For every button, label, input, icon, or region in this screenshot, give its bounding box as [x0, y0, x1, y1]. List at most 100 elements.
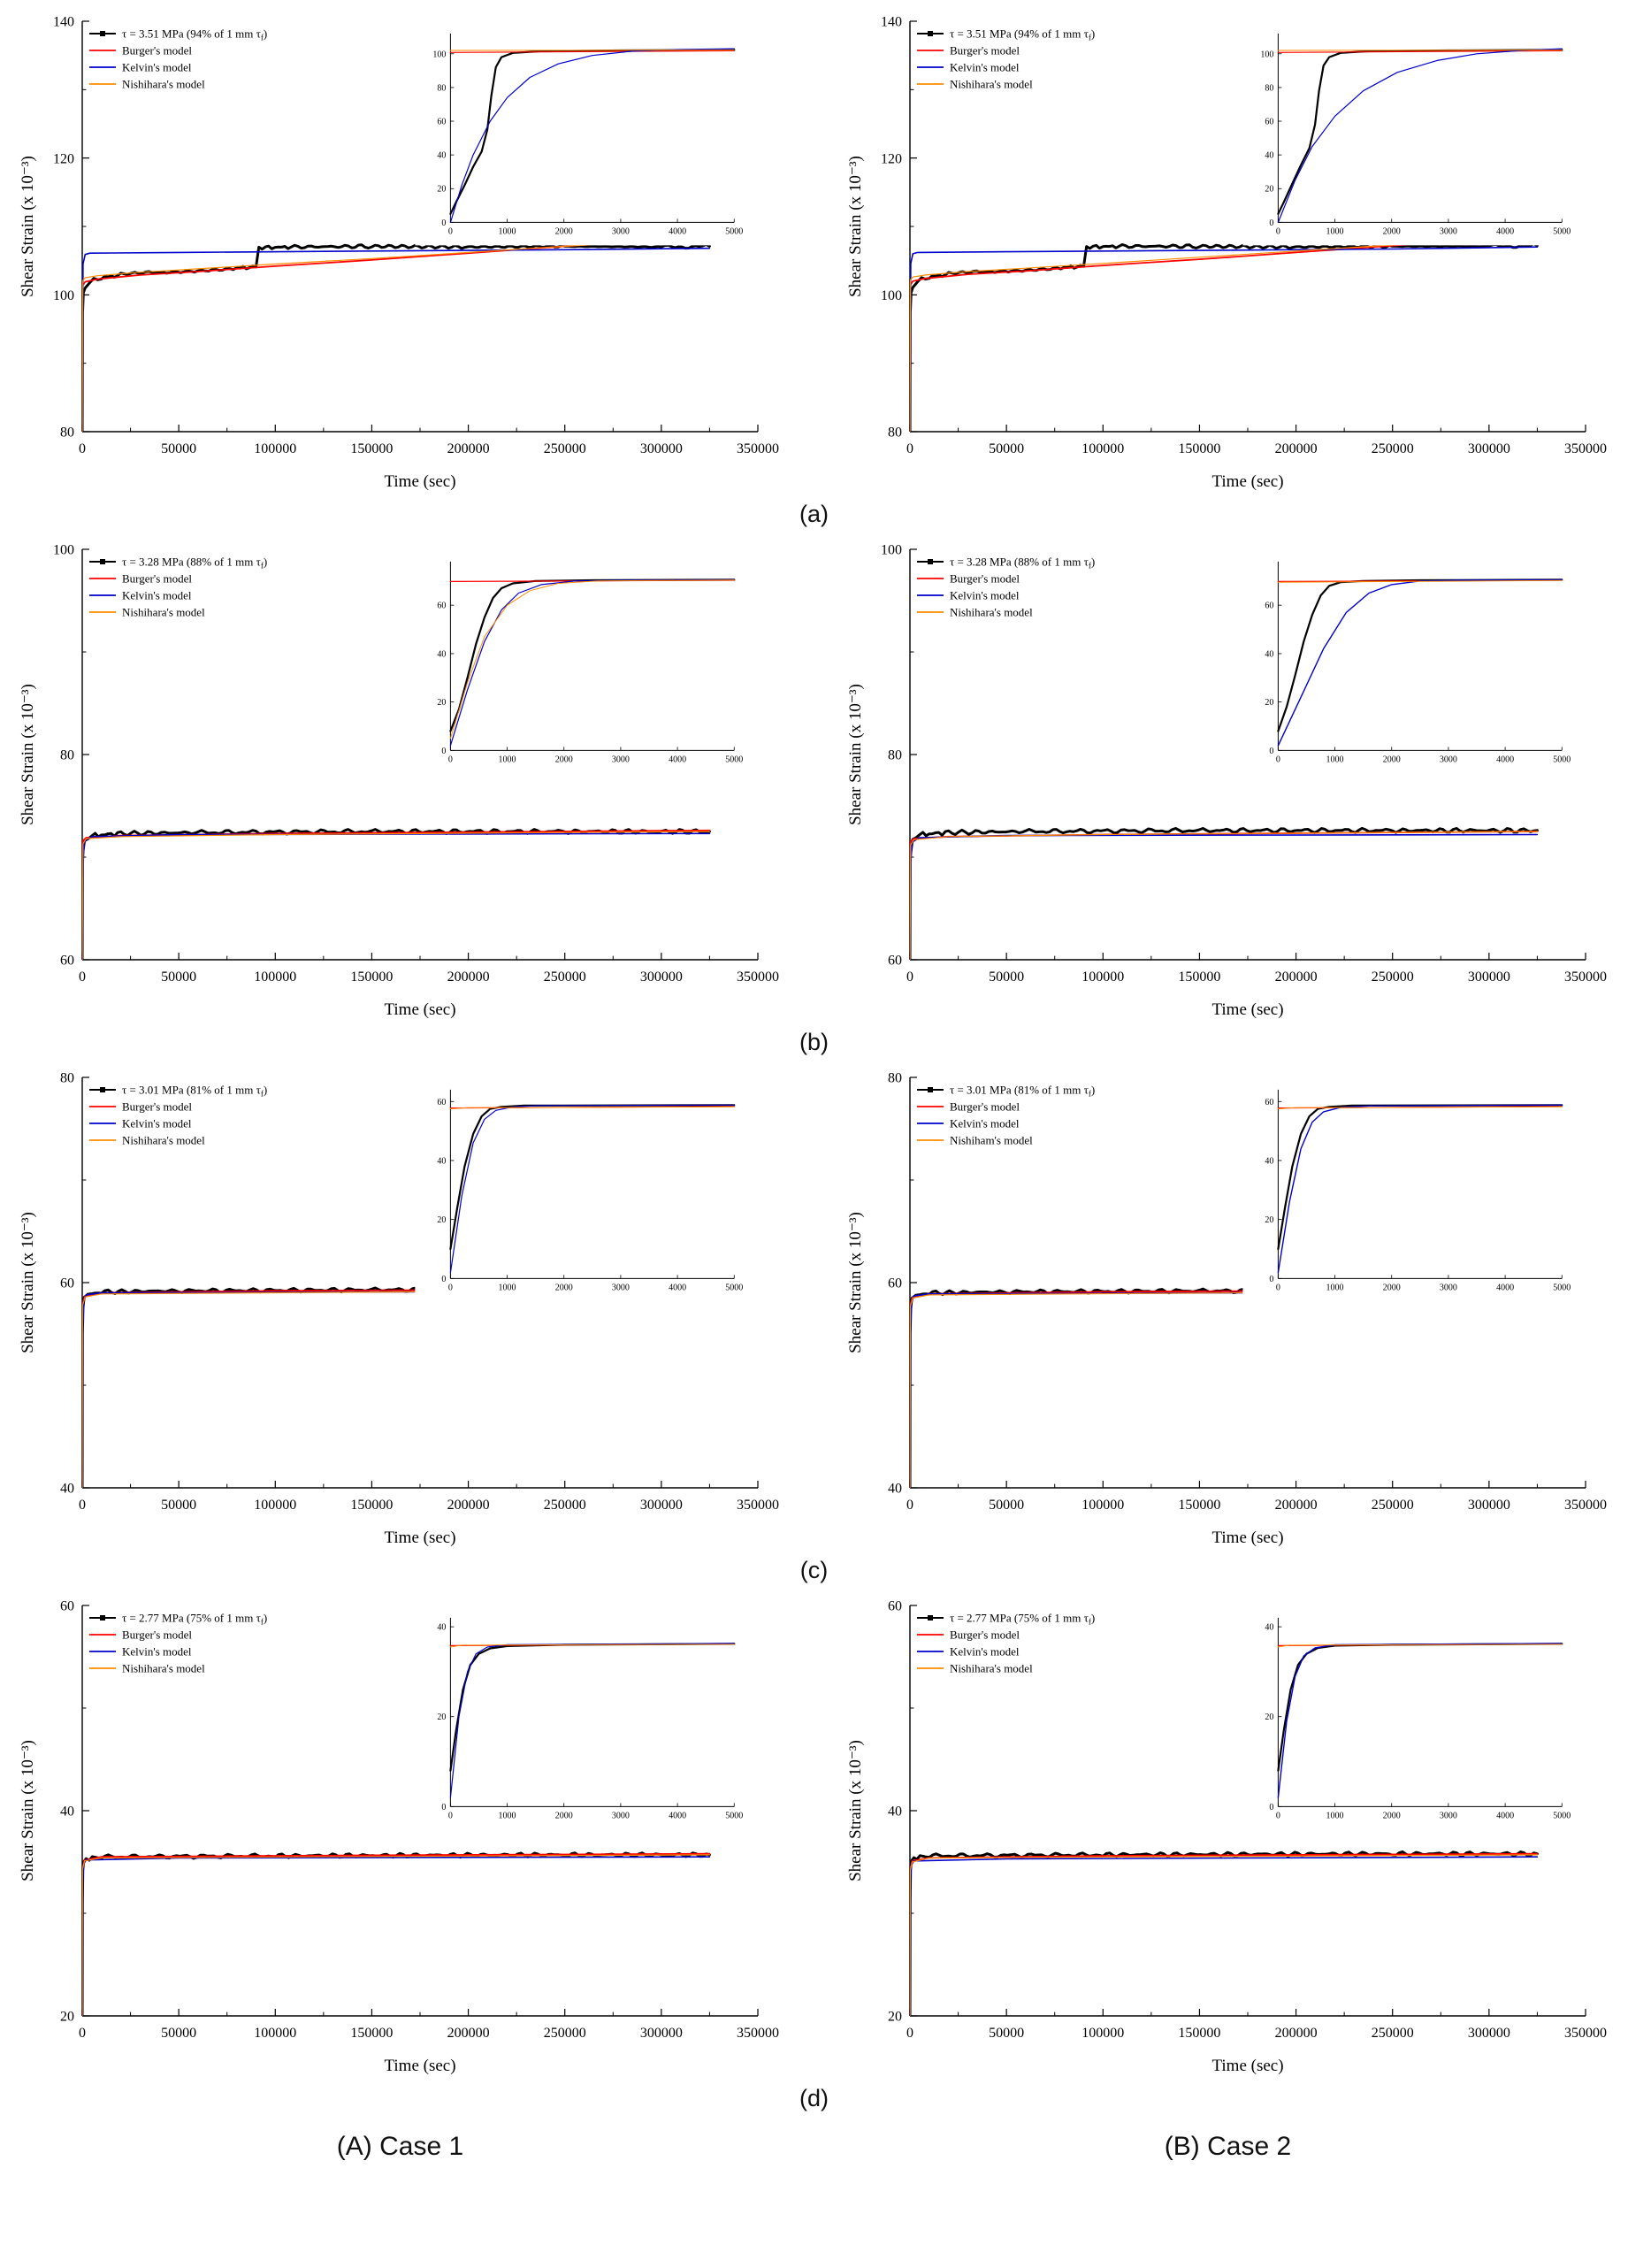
text-label: Kelvin's model [122, 61, 192, 74]
text-label: 1000 [1326, 1811, 1343, 1820]
legend: τ = 3.51 MPa (94% of 1 mm τf) Burger's mo… [88, 27, 267, 91]
series-line [909, 1291, 1538, 1488]
text-label: 5000 [725, 1811, 743, 1820]
series-line [909, 246, 1538, 432]
inset-chart: 0 1000 2000 3000 4000 5000 0 20 40 60 [414, 552, 746, 774]
legend: τ = 2.77 MPa (75% of 1 mm τf)Burger's mo… [88, 1612, 267, 1675]
text-label: 200000 [447, 2026, 489, 2041]
inset-chart: 0 1000 2000 3000 4000 5000 0 20 40 60 [1242, 552, 1574, 774]
text-label: 20 [437, 698, 446, 708]
text-label: 150000 [1178, 969, 1220, 985]
text-label: 300000 [1467, 441, 1510, 456]
text-label: Nishihara's model [122, 1662, 205, 1675]
text-label: 40 [1265, 649, 1273, 659]
text-label: 0 [906, 2026, 913, 2041]
chart-svg-b-case2: 0 50000 100000 150000 200000 250000 300000 3500… [846, 543, 1607, 1019]
text-label: 0 [1275, 1283, 1280, 1292]
text-label: 250000 [1371, 969, 1413, 985]
series-line [81, 829, 710, 960]
text-label: 20 [1265, 1215, 1273, 1225]
text-label: 40 [888, 1482, 902, 1497]
text-label: 200000 [447, 441, 489, 456]
chart-svg-a-case1: 0 50000 100000 150000 200000 250000 300000 3500… [19, 15, 779, 491]
series-line [909, 1290, 1538, 1488]
text-label: τ = 3.01 MPa (81% of 1 mm τf) [950, 1084, 1095, 1099]
legend-marker [927, 559, 933, 564]
text-label: 100000 [254, 441, 296, 456]
text-label: Time (sec) [384, 2057, 455, 2075]
series-line [1277, 578, 1563, 747]
legend: τ = 3.28 MPa (88% of 1 mm τf)Burger's mo… [916, 556, 1095, 619]
text-label: 4000 [669, 226, 686, 236]
text-label: 200000 [1274, 969, 1317, 985]
text-label: 3000 [611, 1811, 629, 1820]
text-label: 2000 [554, 1283, 572, 1292]
text-label: 100000 [254, 2026, 296, 2041]
text-label: 80 [888, 748, 902, 763]
text-label: 250000 [543, 2026, 585, 2041]
text-label: 300000 [1467, 2026, 1510, 2041]
text-label: 60 [60, 1276, 74, 1291]
text-label: 4000 [669, 755, 686, 764]
text-label: 350000 [737, 1498, 779, 1513]
text-label: 300000 [639, 441, 682, 456]
inset-chart: 0 1000 2000 3000 4000 5000 0 20 40 60 [414, 1080, 746, 1302]
text-label: Kelvin's model [122, 589, 192, 602]
text-label: 3000 [1439, 226, 1456, 236]
text-label: Nishihara's model [122, 78, 205, 91]
chart-svg-d-case1: 0 50000 100000 150000 200000 250000 300000 3500… [19, 1599, 779, 2075]
text-label: Kelvin's model [950, 589, 1020, 602]
text-label: Shear Strain (x 10⁻³) [19, 1212, 37, 1353]
text-label: Burger's model [122, 1628, 192, 1642]
text-label: τ = 2.77 MPa (75% of 1 mm τf) [950, 1612, 1095, 1627]
text-label: 1000 [1326, 226, 1343, 236]
text-label: 150000 [350, 2026, 393, 2041]
text-label: 4000 [669, 1283, 686, 1292]
series-line [909, 233, 1538, 432]
text-label: 100 [881, 543, 902, 558]
text-label: 1000 [1326, 1283, 1343, 1292]
text-label: 100000 [1082, 969, 1124, 985]
chart-svg-a-case2: 0 50000 100000 150000 200000 250000 300000 3500… [846, 15, 1607, 491]
text-label: 250000 [543, 441, 585, 456]
series-line [909, 831, 1538, 960]
text-label: 40 [1265, 151, 1273, 161]
text-label: 40 [437, 151, 446, 161]
legend: τ = 3.01 MPa (81% of 1 mm τf)Burger's mo… [916, 1084, 1095, 1147]
series-line [448, 1104, 735, 1251]
inset-chart: 0 1000 2000 3000 4000 5000 0 20 40 [1242, 1608, 1574, 1830]
series-line [81, 1852, 710, 2016]
axes: 0 50000 100000 150000 200000 250000 300000 3500… [846, 543, 1607, 1019]
text-label: 40 [60, 1804, 74, 1820]
text-label: 150000 [1178, 2026, 1220, 2041]
series-line [81, 1854, 710, 2016]
series-line [909, 1856, 1538, 2016]
text-label: 1000 [498, 755, 516, 764]
text-label: τ = 3.51 MPa (94% of 1 mm τf) [950, 27, 1095, 42]
text-label: 5000 [1553, 755, 1571, 764]
text-label: Kelvin's model [950, 61, 1020, 74]
text-label: 250000 [1371, 1498, 1413, 1513]
text-label: 80 [60, 748, 74, 763]
text-label: 40 [437, 649, 446, 659]
series-line [449, 1104, 735, 1274]
legend-marker [99, 559, 105, 564]
text-label: 60 [437, 118, 446, 127]
text-label: 0 [447, 1811, 452, 1820]
text-label: 100000 [1082, 2026, 1124, 2041]
text-label: 50000 [161, 2026, 196, 2041]
text-label: Shear Strain (x 10⁻³) [846, 684, 865, 825]
text-label: 80 [1265, 83, 1273, 93]
text-label: 0 [906, 969, 913, 985]
series-group [81, 828, 711, 960]
series-group [909, 1287, 1539, 1488]
chart-svg-d-case2: 0 50000 100000 150000 200000 250000 300000 3500… [846, 1599, 1607, 2075]
series-group [909, 1850, 1539, 2016]
text-label: Burger's model [122, 44, 192, 57]
text-label: 4000 [1496, 1811, 1514, 1820]
text-label: 250000 [1371, 441, 1413, 456]
text-label: 60 [437, 1098, 446, 1107]
text-label: 0 [79, 441, 86, 456]
series-group [81, 1286, 711, 1488]
series-line [81, 235, 710, 432]
